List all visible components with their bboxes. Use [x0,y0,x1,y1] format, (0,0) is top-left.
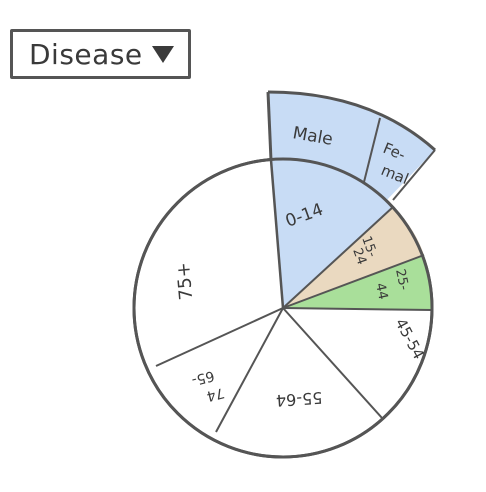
slice-0-14[interactable] [271,159,393,308]
divider-25-44 [282,307,433,311]
label-25-44-bottom: 44 [372,282,390,301]
label-15-24-top: 15- [358,234,379,259]
label-65-74-top: 65- [190,367,216,388]
divider-45-54 [282,307,383,419]
divider-0-14-right [282,206,394,309]
disease-dropdown[interactable]: Disease [10,29,191,79]
label-55-64: 55-64 [275,388,323,410]
label-75-plus: 75+ [173,261,197,301]
divider-65-74 [155,307,284,367]
label-25-44-top: 25- [392,268,411,292]
slice-25-44[interactable] [283,255,432,310]
divider-55-64 [215,307,284,433]
divider-0-14-left [269,159,285,309]
label-65-74-bottom: 74 [205,384,226,404]
outer-ring-left-edge [266,91,273,161]
slice-15-24[interactable] [283,207,424,308]
pie-outline-top [132,157,434,459]
label-15-24-bottom: 24 [349,246,369,267]
dropdown-label: Disease [29,38,143,71]
caret-down-icon[interactable] [152,46,174,63]
male-female-divider [363,117,381,183]
outer-ring-right-edge [392,149,436,201]
divider-15-24 [282,254,425,309]
outer-ring-arc [267,90,436,152]
